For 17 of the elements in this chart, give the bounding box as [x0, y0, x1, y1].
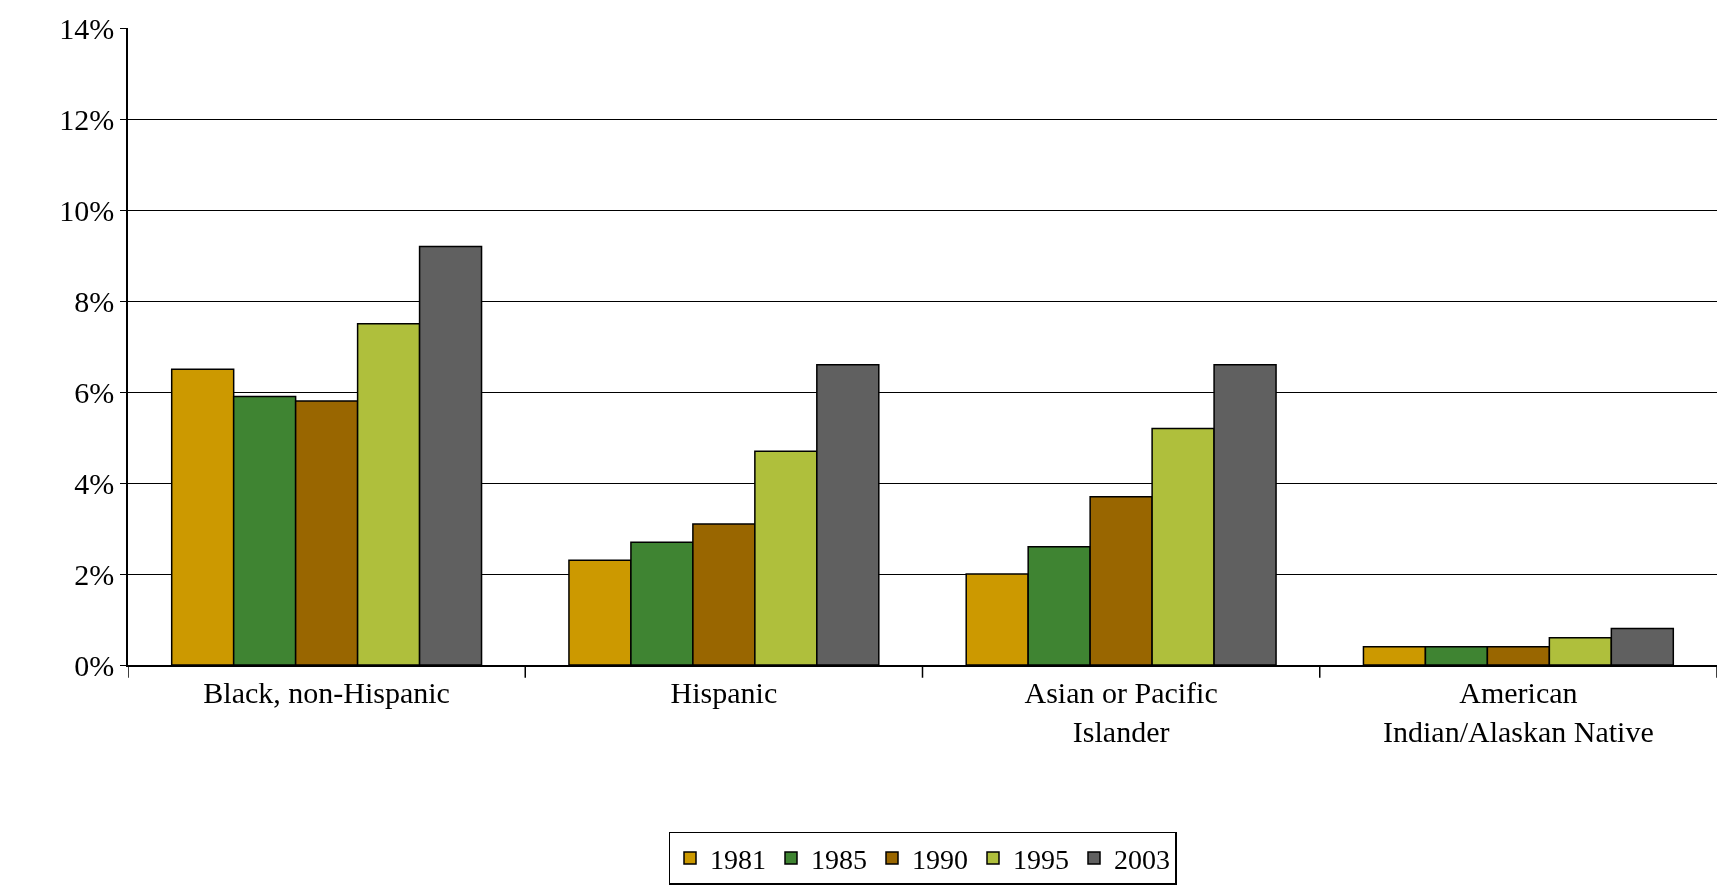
legend-label: 2003	[1114, 843, 1170, 875]
legend-label: 1990	[912, 843, 968, 875]
y-tick-label: 8%	[74, 284, 115, 318]
x-tick-label: Asian or Pacific Islander	[1024, 675, 1218, 748]
x-tick-label: Hispanic	[670, 675, 778, 709]
y-tick-label: 14%	[59, 11, 115, 45]
legend-label: 1981	[710, 843, 766, 875]
y-tick-label: 2%	[74, 557, 115, 591]
y-tick-label: 6%	[74, 375, 115, 409]
y-tick-label: 10%	[59, 193, 115, 227]
y-tick-label: 4%	[74, 466, 115, 500]
y-tick-label: 0%	[74, 648, 115, 682]
x-tick-label: American Indian/Alaskan Native	[1383, 675, 1654, 748]
x-tick-label: Black, non-Hispanic	[203, 675, 450, 709]
legend-label: 1995	[1013, 843, 1069, 875]
legend-label: 1985	[811, 843, 867, 875]
y-tick-label: 12%	[59, 102, 115, 136]
